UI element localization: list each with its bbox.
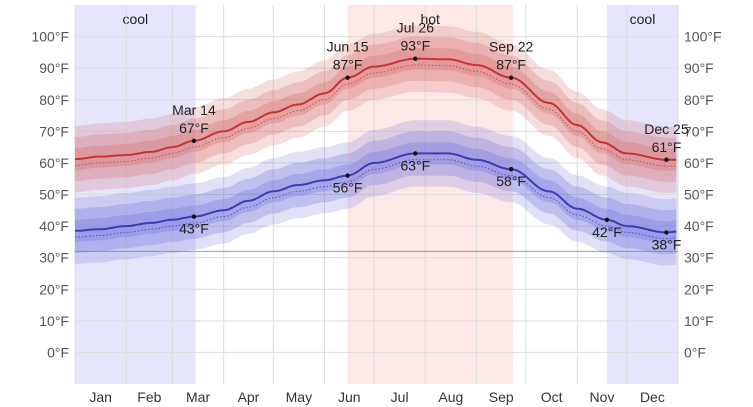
annotation-date: Dec 25 (644, 121, 689, 137)
annotation-value: 42°F (592, 224, 622, 240)
annotation-value: 63°F (400, 157, 430, 173)
x-tick-month: Dec (640, 389, 665, 405)
annotation-marker (345, 75, 350, 80)
x-tick-month: Jun (338, 389, 361, 405)
y-tick-right: 100°F (684, 29, 722, 45)
x-tick-month: Oct (541, 389, 563, 405)
y-tick-left: 90°F (39, 60, 69, 76)
annotation-value: 67°F (179, 120, 209, 136)
x-tick-month: Mar (186, 389, 210, 405)
y-tick-right: 30°F (684, 250, 714, 266)
annotation-value: 87°F (496, 57, 526, 73)
annotation-marker (413, 151, 418, 156)
annotation-marker (191, 214, 197, 219)
annotation-value: 58°F (496, 173, 526, 189)
annotation-value: 93°F (400, 38, 430, 54)
annotation-marker (508, 167, 514, 172)
y-tick-right: 90°F (684, 60, 714, 76)
annotation-value: 43°F (179, 221, 209, 237)
x-tick-month: Nov (590, 389, 615, 405)
x-tick-month: Feb (137, 389, 161, 405)
y-tick-right: 10°F (684, 313, 714, 329)
y-tick-left: 80°F (39, 92, 69, 108)
annotation-marker (345, 173, 350, 178)
series-lines (74, 57, 677, 240)
y-tick-left: 60°F (39, 155, 69, 171)
y-tick-right: 80°F (684, 92, 714, 108)
annotation-date: Jul 26 (397, 20, 435, 36)
percentile-band (75, 131, 677, 255)
x-tick-month: Apr (238, 389, 260, 405)
annotation-value: 61°F (652, 139, 682, 155)
annotation-value: 56°F (333, 180, 363, 196)
x-tick-month: May (286, 389, 312, 405)
annotation-marker (191, 138, 197, 144)
x-tick-month: Sep (489, 389, 514, 405)
x-tick-month: Aug (438, 389, 463, 405)
annotation-date: Jun 15 (327, 39, 369, 55)
y-tick-left: 20°F (39, 281, 69, 297)
y-tick-left: 0°F (47, 344, 69, 360)
y-axis-labels: 0°F 0°F 10°F 10°F 20°F 20°F 30°F 30°F 40°F 40°F 50… (31, 29, 721, 361)
season-label: cool (630, 11, 656, 27)
annotation-value: 87°F (333, 57, 363, 73)
annotation-marker (664, 157, 669, 162)
grid-lines (74, 5, 679, 384)
series-reference-line (75, 159, 677, 240)
y-tick-right: 70°F (684, 123, 714, 139)
y-tick-left: 70°F (39, 123, 69, 139)
annotation-marker (508, 75, 514, 80)
x-axis-labels: Jan Feb Mar Apr May Jun Jul Aug Sep Oct Nov Dec (89, 389, 665, 405)
annotations: Mar 14 67°F Jun 15 87°F Jul 26 93°F Sep 22 87°F… (172, 20, 689, 253)
annotation-date: Mar 14 (172, 102, 216, 118)
y-tick-left: 100°F (31, 29, 69, 45)
x-tick-month: Jan (89, 389, 112, 405)
percentile-band (75, 47, 677, 171)
percentile-bands (75, 25, 677, 266)
annotation-value: 38°F (652, 236, 682, 252)
annotation-marker (413, 56, 418, 61)
y-tick-left: 50°F (39, 187, 69, 203)
y-tick-left: 10°F (39, 313, 69, 329)
percentile-band (75, 36, 677, 182)
y-tick-right: 40°F (684, 218, 714, 234)
annotation-date: Sep 22 (489, 39, 534, 55)
series-line (75, 152, 677, 234)
x-tick-month: Jul (391, 389, 409, 405)
percentile-band (75, 25, 677, 193)
percentile-band (75, 142, 677, 244)
y-tick-right: 20°F (684, 281, 714, 297)
y-tick-right: 0°F (684, 344, 706, 360)
series-line (74, 57, 677, 161)
y-tick-right: 60°F (684, 155, 714, 171)
annotation-marker (604, 217, 610, 222)
y-tick-right: 50°F (684, 187, 714, 203)
y-tick-left: 30°F (39, 250, 69, 266)
y-tick-left: 40°F (39, 218, 69, 234)
percentile-band (75, 120, 677, 266)
season-label: cool (122, 11, 148, 27)
series-reference-line (74, 64, 677, 167)
annotation-marker (664, 230, 669, 235)
